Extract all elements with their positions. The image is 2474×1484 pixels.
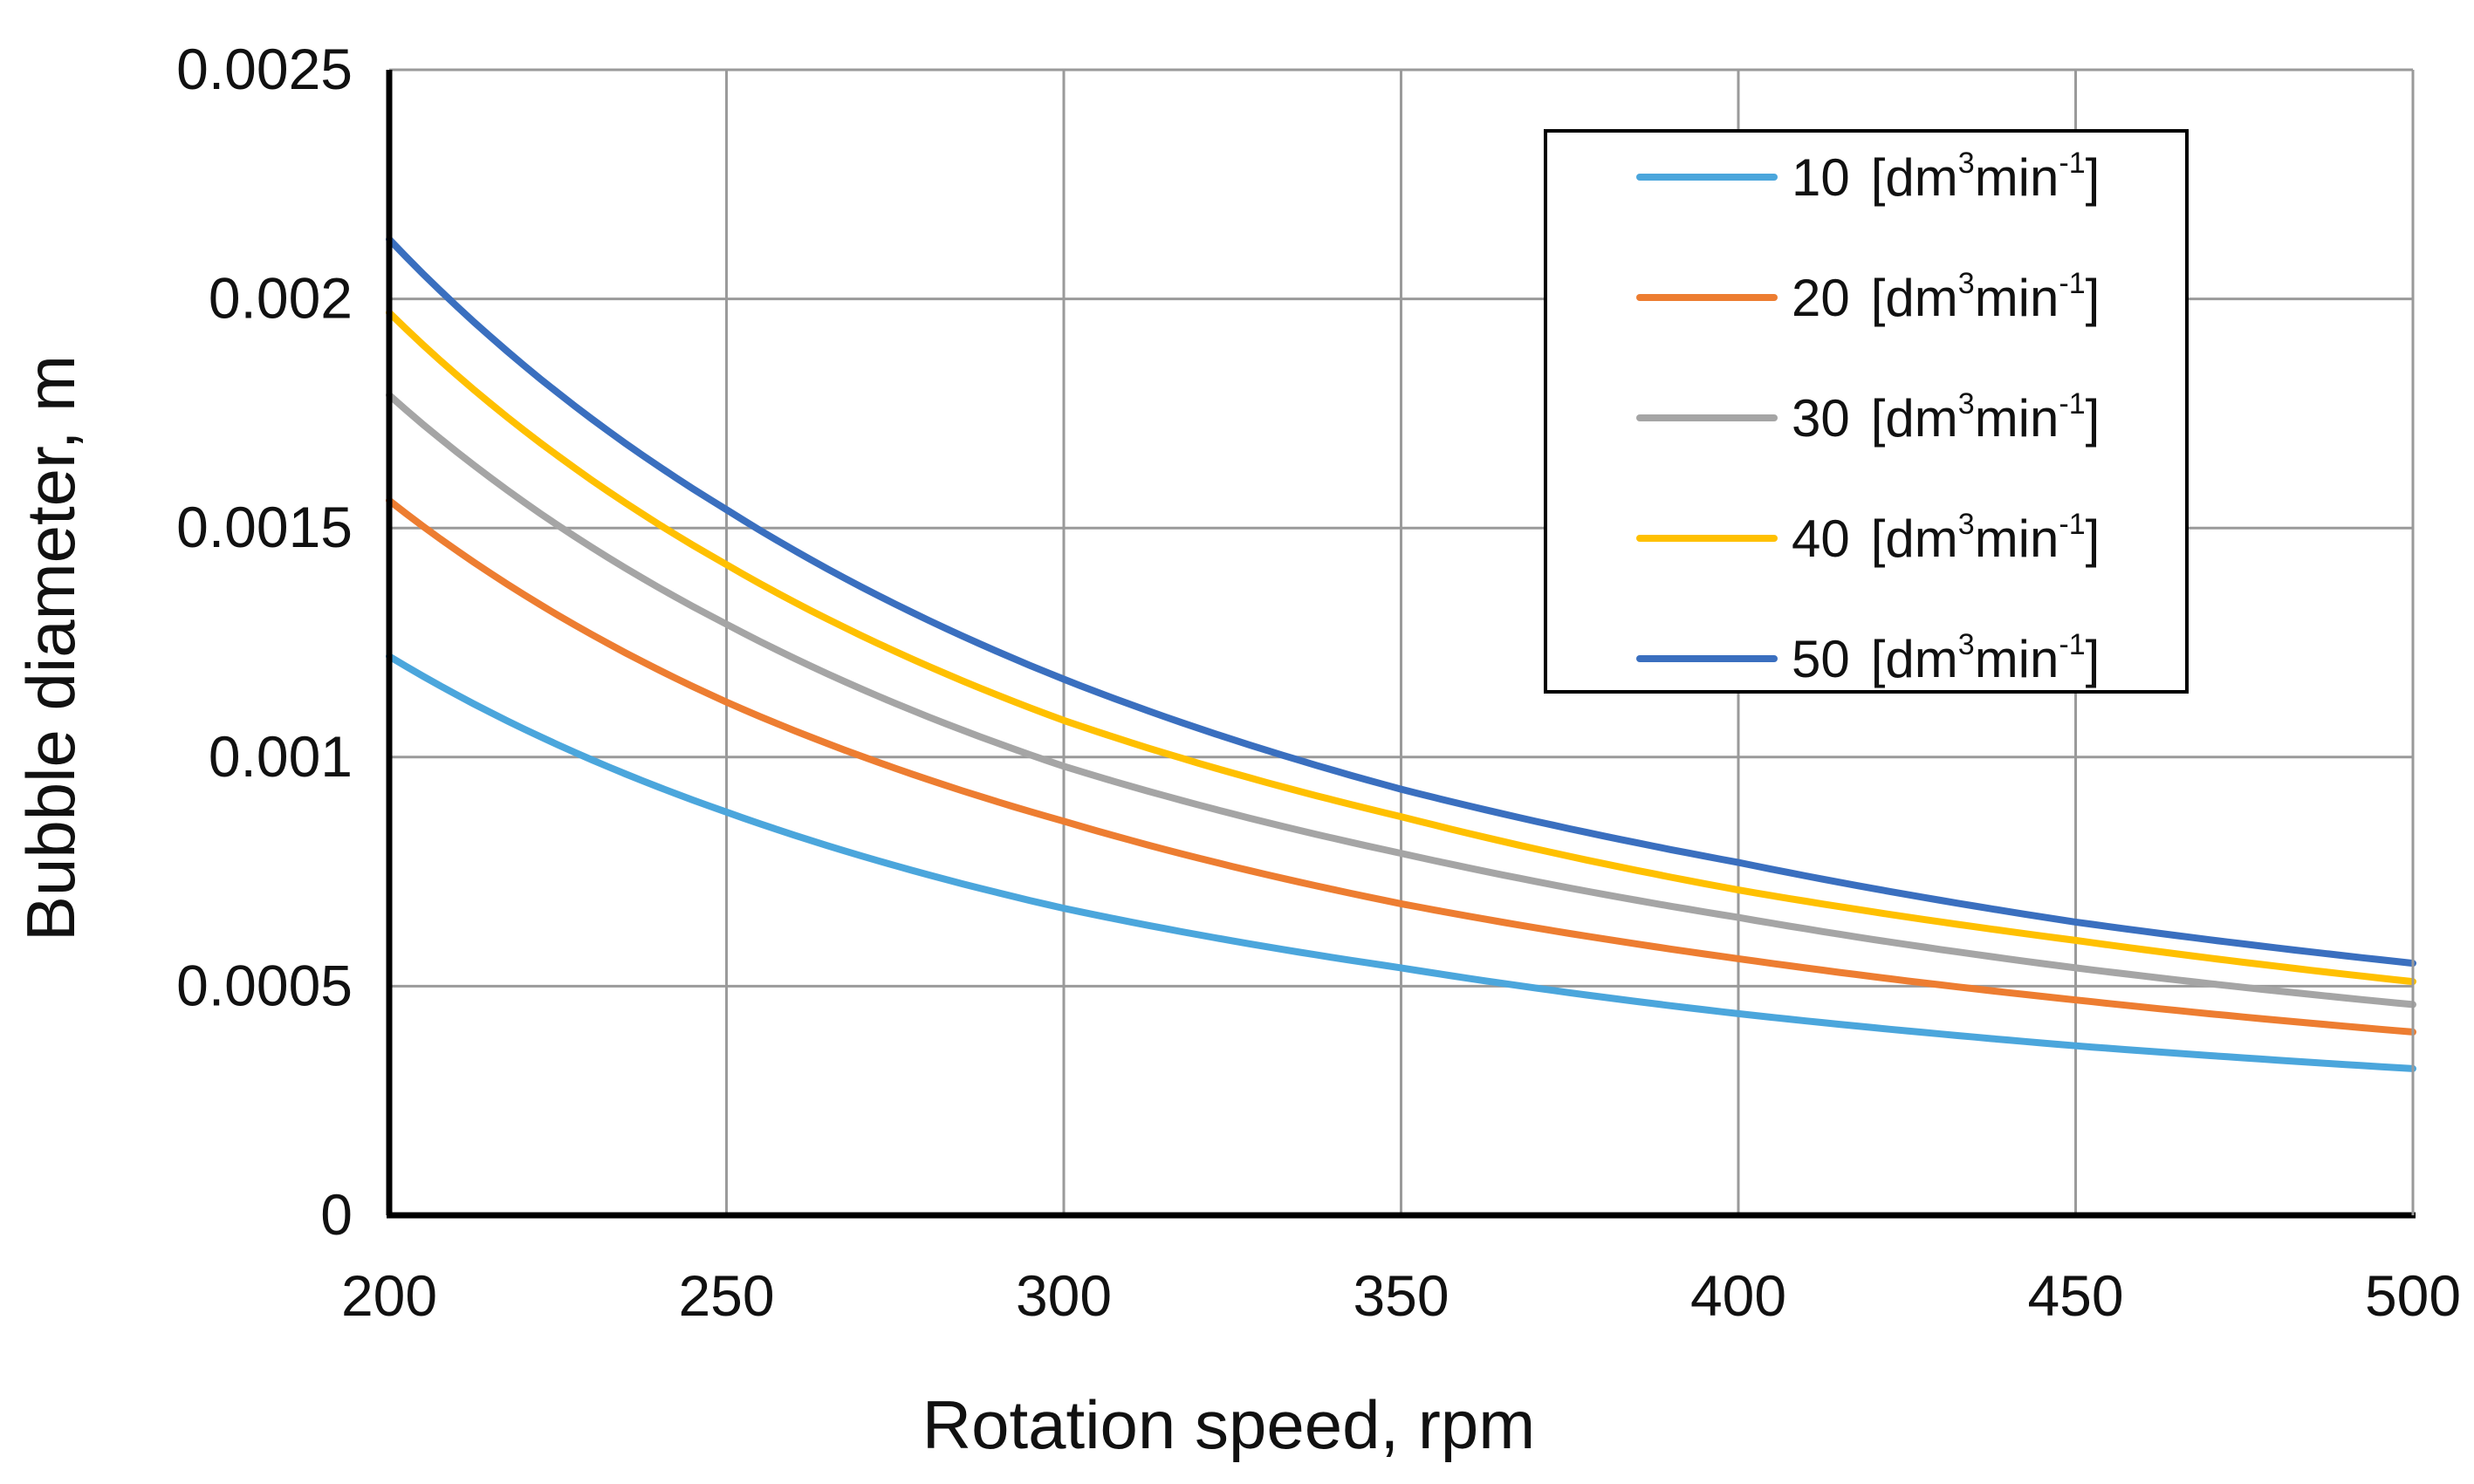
x-tick-label-6: 500 bbox=[2365, 1263, 2461, 1328]
y-axis-title: Bubble diameter, m bbox=[12, 355, 89, 941]
x-axis-title: Rotation speed, rpm bbox=[922, 1386, 1535, 1463]
legend-label-40: 40 [dm3min-1] bbox=[1792, 508, 2100, 568]
y-tick-label-4: 0.002 bbox=[209, 266, 353, 331]
legend-label-50: 50 [dm3min-1] bbox=[1792, 628, 2100, 688]
x-tick-label-1: 250 bbox=[678, 1263, 774, 1328]
legend: 10 [dm3min-1] 20 [dm3min-1] 30 [dm3min-1] 40 [d… bbox=[1545, 131, 2187, 692]
bubble-diameter-chart: 200 250 300 350 400 450 500 0 0.0005 0.001 0.0015 0… bbox=[0, 0, 2474, 1484]
x-tick-label-2: 300 bbox=[1016, 1263, 1112, 1328]
y-tick-label-0: 0 bbox=[320, 1182, 353, 1247]
legend-label-10: 10 [dm3min-1] bbox=[1792, 147, 2100, 207]
legend-label-20: 20 [dm3min-1] bbox=[1792, 267, 2100, 327]
y-tick-label-3: 0.0015 bbox=[176, 495, 353, 559]
y-tick-label-2: 0.001 bbox=[209, 724, 353, 789]
x-tick-label-4: 400 bbox=[1690, 1263, 1786, 1328]
y-tick-label-1: 0.0005 bbox=[176, 953, 353, 1017]
legend-label-30: 30 [dm3min-1] bbox=[1792, 387, 2100, 448]
x-tick-label-0: 200 bbox=[341, 1263, 437, 1328]
x-tick-label-3: 350 bbox=[1353, 1263, 1449, 1328]
y-tick-label-5: 0.0025 bbox=[176, 37, 353, 101]
x-tick-label-5: 450 bbox=[2027, 1263, 2123, 1328]
